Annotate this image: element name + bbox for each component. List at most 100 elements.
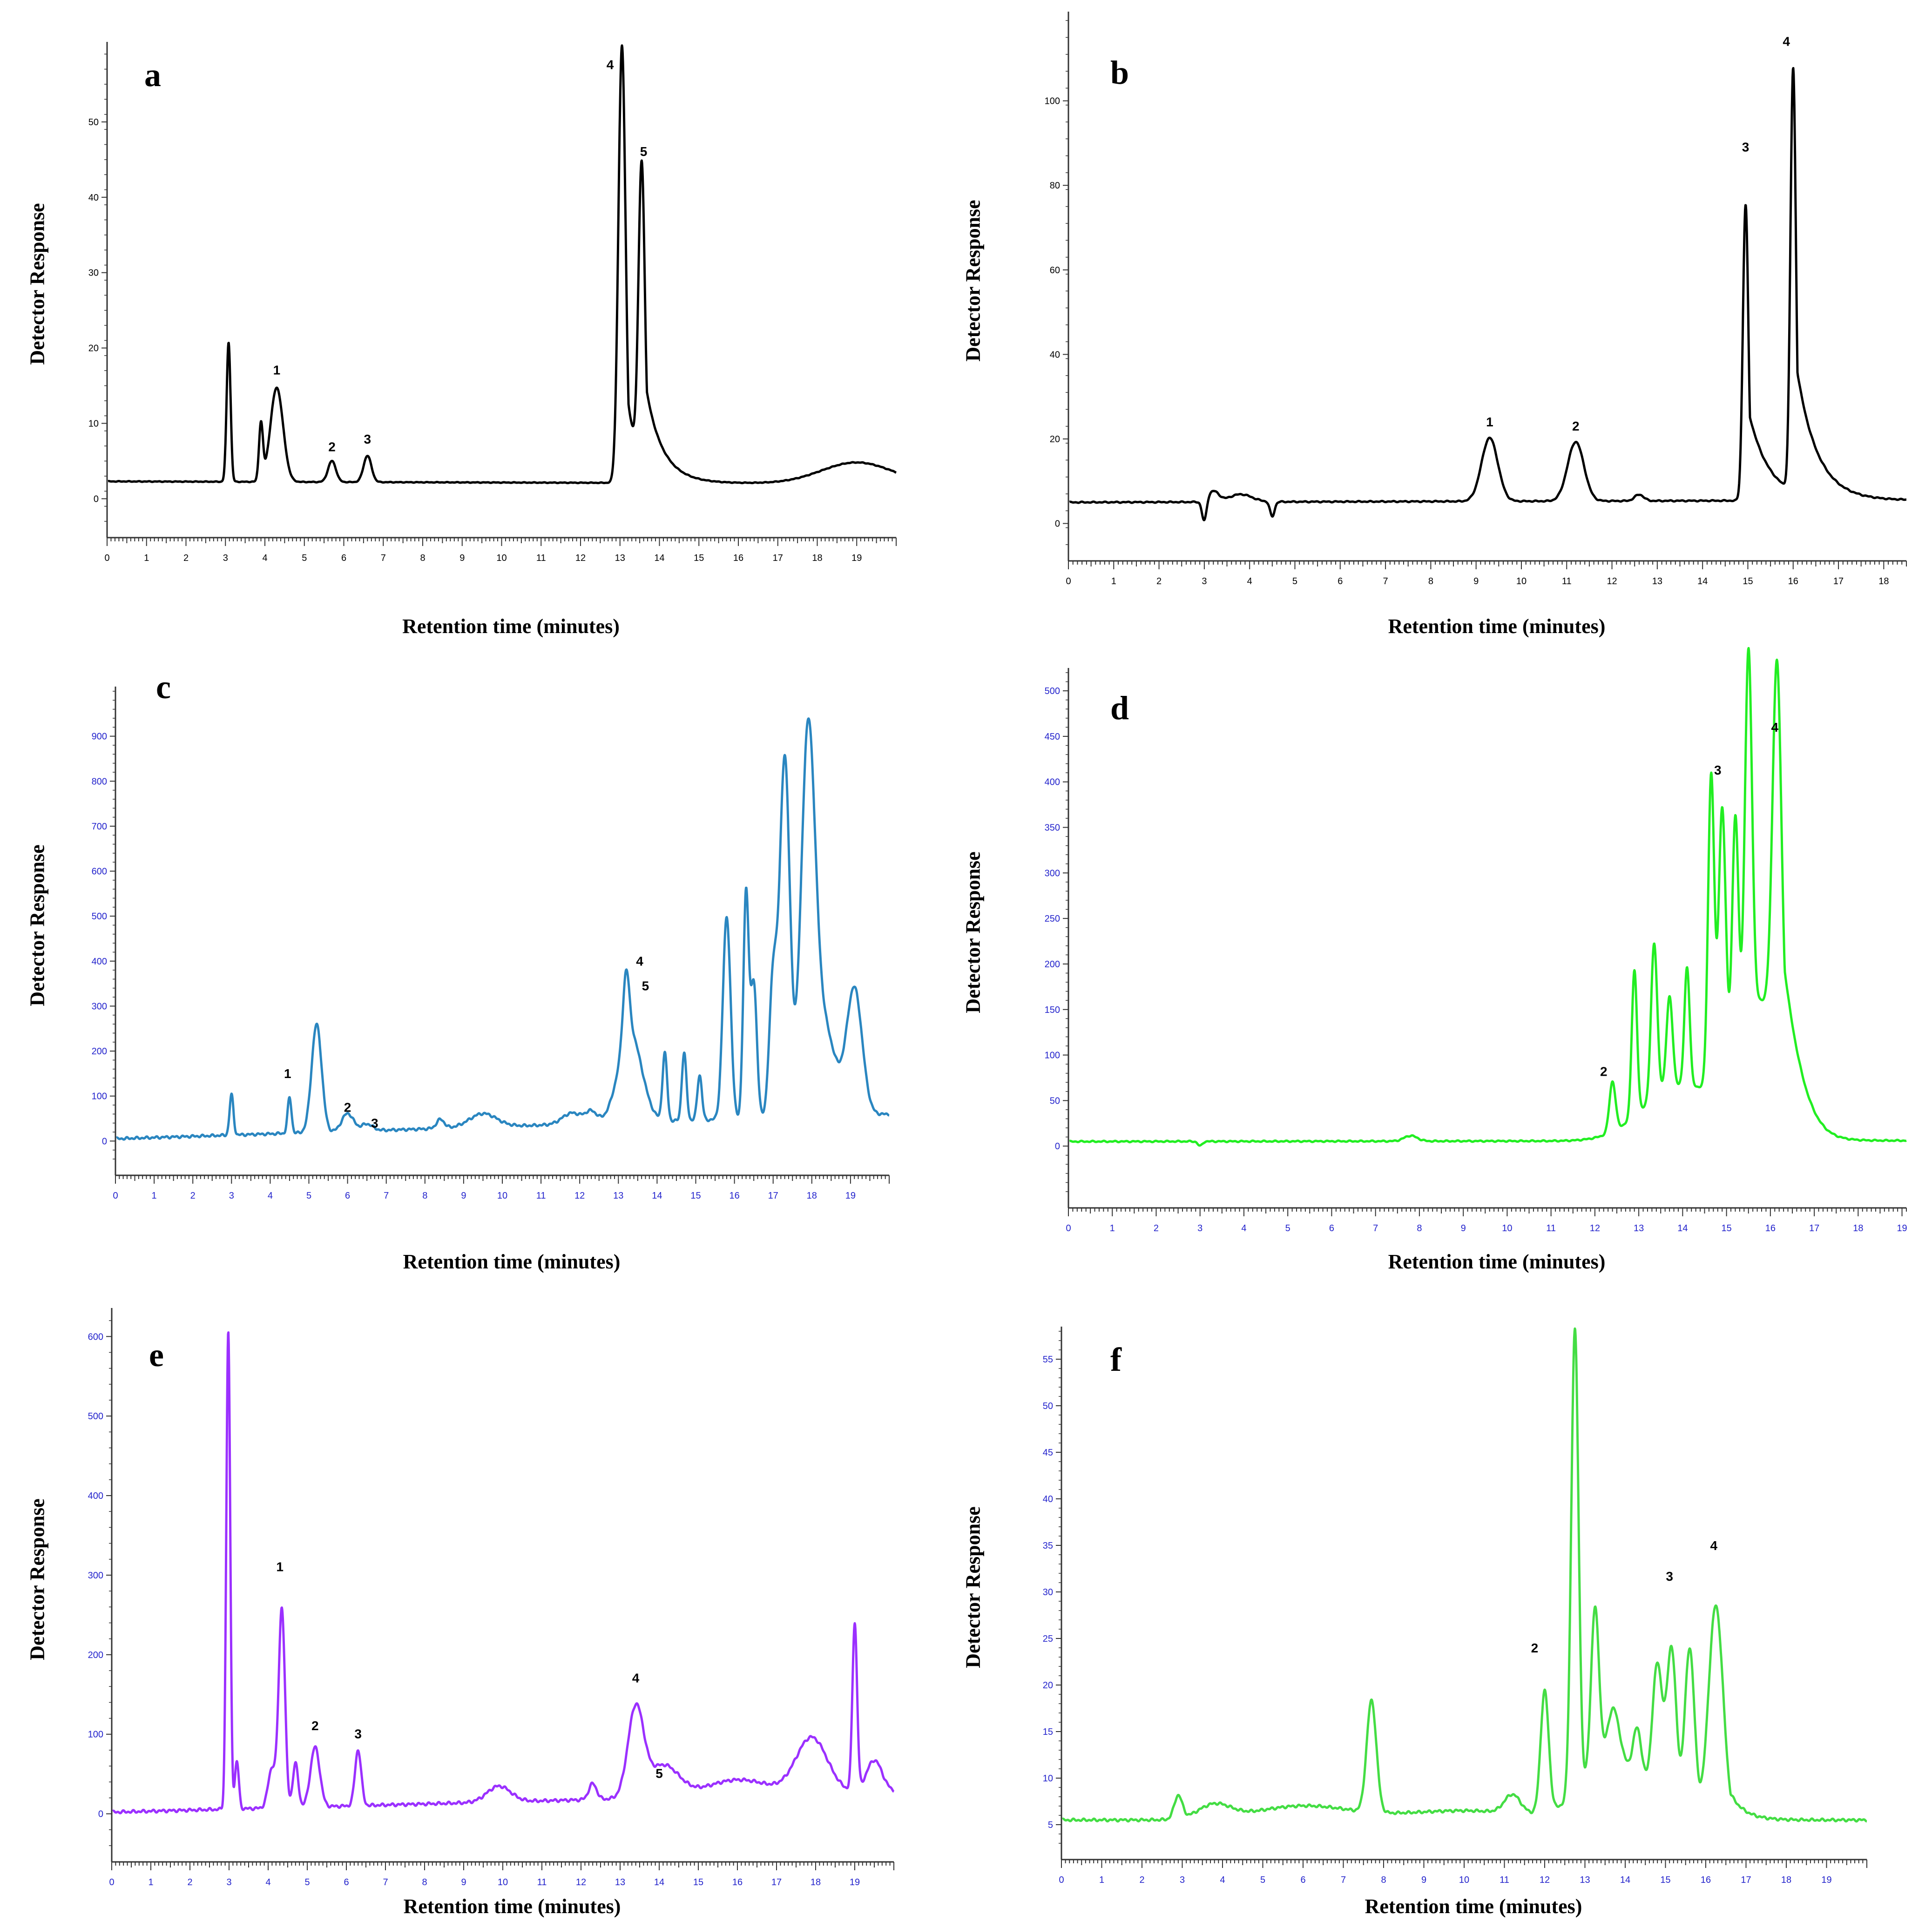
x-tick-label-c: 16 bbox=[729, 1191, 739, 1201]
y-axis-label-c: Detector Response bbox=[26, 844, 49, 1006]
x-tick-label-f: 8 bbox=[1381, 1875, 1386, 1885]
x-tick-label-d: 8 bbox=[1417, 1223, 1422, 1234]
y-tick-label-c: 500 bbox=[92, 911, 107, 922]
peak-label-d-4: 4 bbox=[1771, 720, 1778, 735]
y-tick-label-a: 10 bbox=[88, 419, 99, 429]
chart-panel-b-group: 0 1 2 3 4 5 6 7 8 9 10 11 12 13 14 15 16 17 18020406080100… bbox=[1045, 12, 1907, 586]
x-tick-label-c: 15 bbox=[690, 1191, 701, 1201]
peak-label-a-5: 5 bbox=[640, 144, 648, 159]
peak-label-a-1: 1 bbox=[273, 363, 281, 377]
y-tick-label-c: 100 bbox=[92, 1092, 107, 1102]
x-tick-label-b: 9 bbox=[1473, 576, 1479, 586]
peak-label-f-4: 4 bbox=[1710, 1538, 1718, 1553]
x-tick-label-b: 16 bbox=[1788, 576, 1798, 586]
peak-label-b-4: 4 bbox=[1783, 34, 1790, 49]
x-tick-label-c: 12 bbox=[574, 1191, 585, 1201]
x-tick-label-a: 2 bbox=[183, 553, 189, 563]
x-tick-label-e: 1 bbox=[148, 1877, 153, 1888]
y-tick-label-b: 80 bbox=[1050, 181, 1060, 191]
x-tick-label-a: 11 bbox=[536, 553, 546, 563]
y-tick-label-a: 50 bbox=[88, 117, 99, 128]
x-tick-label-e: 9 bbox=[461, 1877, 466, 1888]
x-tick-label-f: 11 bbox=[1500, 1875, 1509, 1885]
x-tick-label-b: 2 bbox=[1156, 576, 1162, 586]
x-axis-label-d: Retention time (minutes) bbox=[1388, 1250, 1606, 1273]
x-axis-label-a: Retention time (minutes) bbox=[402, 615, 620, 638]
chromatogram-trace-c bbox=[115, 717, 890, 1141]
y-tick-label-f: 55 bbox=[1043, 1355, 1053, 1365]
x-tick-label-d: 3 bbox=[1197, 1223, 1202, 1234]
chart-panel-e-group: 0 1 2 3 4 5 6 7 8 9 10 11 12 13 14 15 16 17 18 190100200300… bbox=[88, 1308, 895, 1888]
chart-panel-a-group: 0 1 2 3 4 5 6 7 8 9 10 11 12 13 14 15 16 17 18 190102030405… bbox=[88, 42, 897, 563]
chromatogram-trace-d bbox=[1068, 647, 1907, 1147]
x-tick-label-c: 2 bbox=[190, 1191, 196, 1201]
x-tick-label-c: 6 bbox=[345, 1191, 350, 1201]
peak-label-b-1: 1 bbox=[1486, 415, 1493, 429]
x-tick-label-b: 7 bbox=[1383, 576, 1388, 586]
x-tick-label-f: 13 bbox=[1580, 1875, 1590, 1885]
x-tick-label-a: 15 bbox=[694, 553, 704, 563]
peak-label-b-3: 3 bbox=[1742, 140, 1750, 155]
x-tick-label-e: 19 bbox=[850, 1877, 860, 1888]
peak-label-a-2: 2 bbox=[328, 439, 336, 454]
y-tick-label-d: 500 bbox=[1045, 686, 1060, 696]
y-tick-label-f: 25 bbox=[1043, 1634, 1053, 1644]
x-tick-label-d: 7 bbox=[1373, 1223, 1378, 1234]
y-tick-label-f: 20 bbox=[1043, 1680, 1053, 1691]
x-tick-label-a: 6 bbox=[341, 553, 346, 563]
y-tick-label-e: 200 bbox=[88, 1650, 103, 1660]
x-tick-label-e: 13 bbox=[615, 1877, 625, 1888]
x-tick-label-d: 4 bbox=[1241, 1223, 1246, 1234]
x-tick-label-d: 16 bbox=[1765, 1223, 1776, 1234]
chart-panel-f-group: 0 1 2 3 4 5 6 7 8 9 10 11 12 13 14 15 16 17 18 195101520253… bbox=[1043, 1327, 1868, 1885]
y-tick-label-d: 300 bbox=[1045, 868, 1060, 878]
peak-label-a-4: 4 bbox=[607, 58, 614, 72]
x-tick-label-f: 7 bbox=[1341, 1875, 1346, 1885]
panel-letter-f: f bbox=[1110, 1341, 1121, 1378]
x-tick-label-a: 13 bbox=[615, 553, 625, 563]
y-tick-label-d: 200 bbox=[1045, 959, 1060, 970]
y-tick-label-e: 0 bbox=[98, 1809, 103, 1820]
y-axis-label-e: Detector Response bbox=[26, 1498, 49, 1660]
y-axis-label-a: Detector Response bbox=[26, 203, 49, 365]
peak-label-e-5: 5 bbox=[655, 1766, 663, 1781]
panel-letter-e: e bbox=[149, 1336, 164, 1374]
peak-label-c-3: 3 bbox=[371, 1116, 378, 1130]
x-tick-label-f: 6 bbox=[1300, 1875, 1305, 1885]
x-tick-label-a: 9 bbox=[459, 553, 465, 563]
y-tick-label-d: 250 bbox=[1045, 914, 1060, 924]
chromatogram-trace-a bbox=[107, 44, 897, 485]
x-tick-label-b: 10 bbox=[1516, 576, 1527, 586]
x-tick-label-d: 1 bbox=[1110, 1223, 1115, 1234]
x-tick-label-f: 17 bbox=[1741, 1875, 1751, 1885]
x-tick-label-d: 10 bbox=[1502, 1223, 1512, 1234]
peak-label-d-3: 3 bbox=[1714, 763, 1722, 777]
y-tick-label-c: 800 bbox=[92, 776, 107, 787]
x-tick-label-a: 14 bbox=[654, 553, 664, 563]
x-tick-label-e: 8 bbox=[422, 1877, 427, 1888]
x-tick-label-e: 5 bbox=[304, 1877, 310, 1888]
x-tick-label-c: 3 bbox=[229, 1191, 234, 1201]
peak-label-c-2: 2 bbox=[344, 1100, 351, 1115]
x-tick-label-f: 14 bbox=[1620, 1875, 1630, 1885]
x-tick-label-d: 2 bbox=[1154, 1223, 1159, 1234]
y-tick-label-f: 15 bbox=[1043, 1727, 1053, 1737]
x-tick-label-d: 13 bbox=[1634, 1223, 1644, 1234]
panel-letter-b: b bbox=[1110, 54, 1129, 91]
x-tick-label-e: 6 bbox=[344, 1877, 349, 1888]
y-tick-label-b: 0 bbox=[1055, 519, 1060, 529]
y-tick-label-c: 300 bbox=[92, 1001, 107, 1011]
y-tick-label-f: 5 bbox=[1048, 1820, 1053, 1830]
x-tick-label-c: 5 bbox=[306, 1191, 311, 1201]
x-tick-label-b: 12 bbox=[1607, 576, 1617, 586]
peak-label-e-2: 2 bbox=[311, 1719, 319, 1733]
y-tick-label-c: 700 bbox=[92, 822, 107, 832]
chart-panel-c-group: 0 1 2 3 4 5 6 7 8 9 10 11 12 13 14 15 16 17 18 190100200300… bbox=[92, 687, 890, 1201]
chart-panel-d-group: 0 1 2 3 4 5 6 7 8 9 10 11 12 13 14 15 16 17 18 190501001502… bbox=[1045, 647, 1907, 1234]
y-tick-label-d: 0 bbox=[1055, 1141, 1060, 1152]
x-tick-label-f: 0 bbox=[1059, 1875, 1064, 1885]
x-tick-label-d: 5 bbox=[1285, 1223, 1290, 1234]
x-tick-label-b: 8 bbox=[1428, 576, 1433, 586]
x-tick-label-a: 8 bbox=[420, 553, 425, 563]
x-tick-label-f: 9 bbox=[1421, 1875, 1426, 1885]
